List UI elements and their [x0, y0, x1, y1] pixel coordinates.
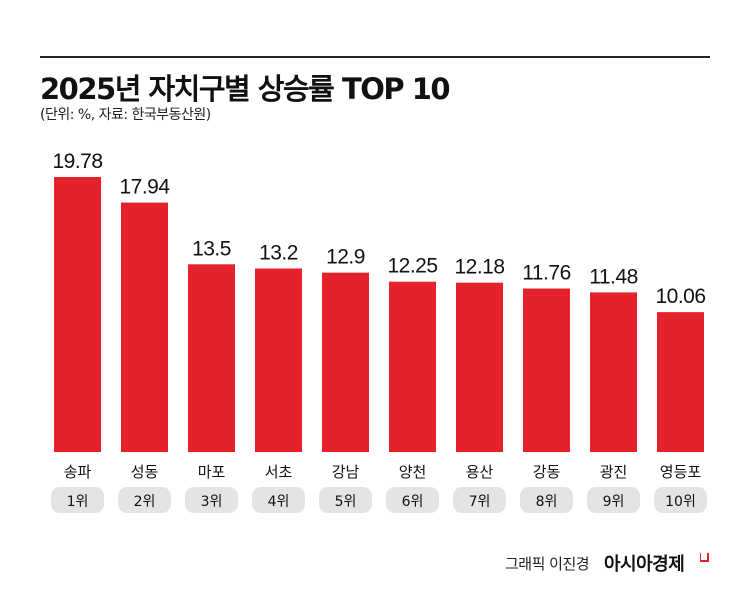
category-label: 마포 — [198, 463, 226, 481]
category-label: 성동 — [131, 463, 159, 481]
data-label: 12.25 — [387, 255, 437, 278]
rank-label: 2위 — [134, 494, 156, 510]
bar — [523, 288, 570, 452]
chart-subtitle: (단위: %, 자료: 한국부동산원) — [40, 107, 211, 123]
rank-pill — [252, 487, 305, 513]
bar — [657, 312, 704, 452]
category-label: 영등포 — [660, 463, 702, 481]
bar — [322, 272, 369, 452]
rank-label: 3위 — [201, 494, 223, 510]
bar — [590, 292, 637, 452]
rank-pill — [319, 487, 372, 513]
data-label: 10.06 — [655, 285, 705, 308]
rank-pill — [51, 487, 104, 513]
data-label: 19.78 — [52, 150, 102, 173]
rank-pill — [587, 487, 640, 513]
graphic-credit: 그래픽 이진경 — [505, 555, 590, 573]
rank-label: 1위 — [67, 494, 89, 510]
chart-title: 2025년 자치구별 상승률 TOP 10 — [40, 72, 451, 106]
data-label: 13.2 — [259, 241, 298, 264]
bar — [54, 177, 101, 452]
category-label: 송파 — [64, 463, 92, 481]
rank-pill — [386, 487, 439, 513]
rank-pill — [185, 487, 238, 513]
category-label: 양천 — [399, 463, 427, 481]
rank-pill — [118, 487, 171, 513]
bar — [255, 268, 302, 452]
data-label: 12.18 — [454, 256, 504, 279]
rank-pill — [520, 487, 573, 513]
rank-label: 8위 — [536, 494, 558, 510]
rank-pill — [453, 487, 506, 513]
rank-label: 9위 — [603, 494, 625, 510]
bar — [456, 282, 503, 452]
bar — [188, 264, 235, 452]
data-label: 12.9 — [326, 246, 365, 269]
top-rule — [40, 56, 710, 58]
bar — [121, 202, 168, 452]
rank-label: 6위 — [402, 494, 424, 510]
data-label: 11.76 — [522, 262, 571, 285]
data-label: 13.5 — [192, 237, 231, 260]
rank-label: 10위 — [665, 494, 696, 510]
data-label: 11.48 — [589, 265, 638, 288]
data-label: 17.94 — [119, 176, 170, 199]
category-label: 광진 — [600, 463, 628, 481]
rank-label: 4위 — [268, 494, 290, 510]
category-label: 용산 — [466, 463, 494, 481]
rank-pill — [654, 487, 707, 513]
category-label: 강동 — [533, 463, 561, 481]
rank-label: 7위 — [469, 494, 491, 510]
rank-label: 5위 — [335, 494, 357, 510]
brand-logo: 아시아경제 — [604, 554, 685, 575]
bar — [389, 281, 436, 452]
category-label: 강남 — [332, 463, 360, 481]
category-label: 서초 — [265, 463, 293, 481]
brand-mark-icon — [700, 553, 709, 562]
